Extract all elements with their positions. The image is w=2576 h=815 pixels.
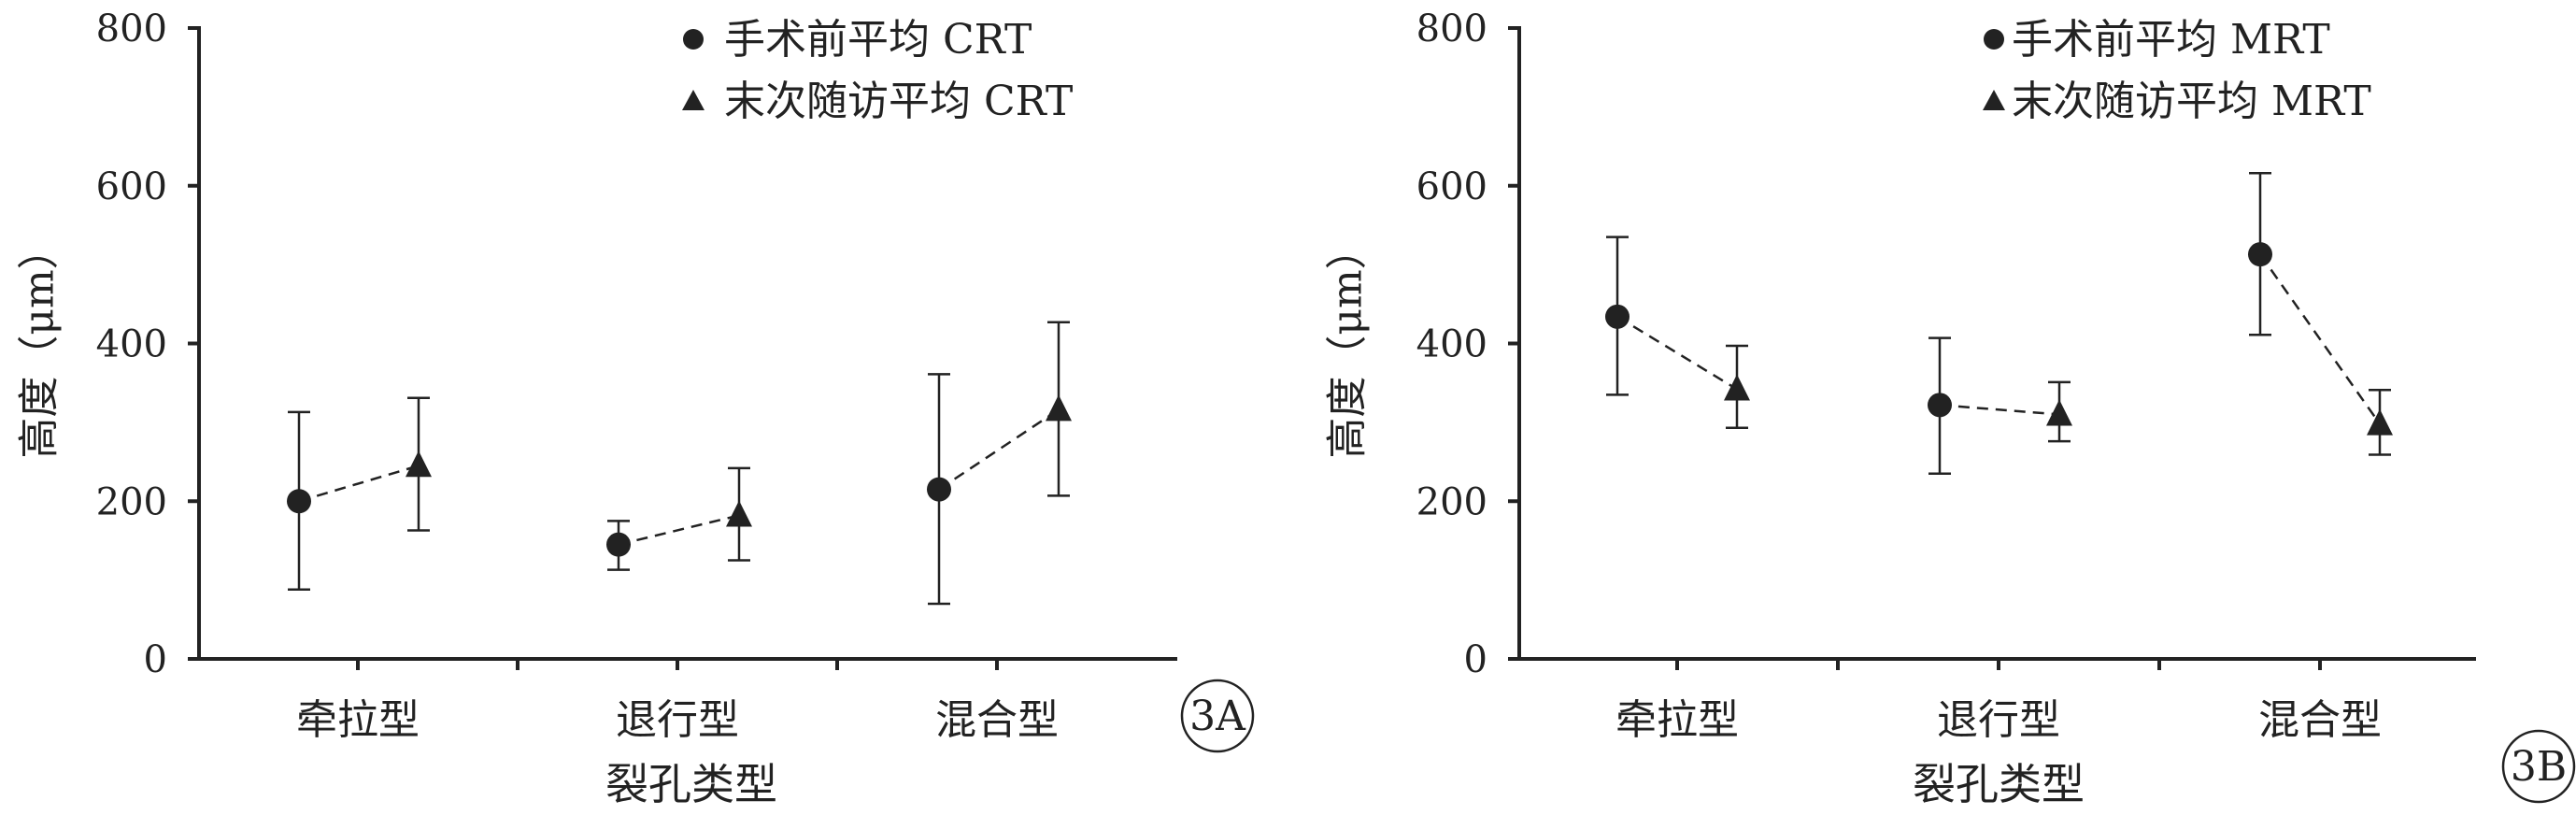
p2-connector-0 — [1616, 315, 1738, 391]
p2-connector-1 — [1939, 404, 2060, 416]
p2-connector-2 — [2258, 253, 2382, 425]
p2-point-triangle-0 — [1724, 374, 1750, 401]
p1-category-label-2: 混合型 — [935, 696, 1059, 744]
p2-legend-label-0: 手术前平均 MRT — [2012, 16, 2330, 64]
p1-point-circle-2 — [927, 477, 951, 502]
p2-point-triangle-2 — [2367, 408, 2393, 436]
p2-y-tick-label-400: 400 — [1416, 323, 1487, 366]
p1-legend-marker-circle — [683, 29, 704, 50]
p1-legend-marker-triangle — [682, 90, 704, 110]
p2-legend-marker-circle — [1984, 29, 2004, 50]
p1-y-tick-label-400: 400 — [96, 323, 167, 366]
p1-y-tick-label-0: 0 — [144, 638, 167, 681]
p1-x-axis-label: 裂孔类型 — [605, 759, 777, 809]
p2-category-label-0: 牵拉型 — [1615, 696, 1739, 744]
p1-point-triangle-0 — [406, 450, 432, 478]
p2-y-tick-label-200: 200 — [1416, 480, 1487, 523]
p1-panel-label: 3A — [1189, 693, 1246, 740]
p2-point-circle-1 — [1928, 393, 1952, 418]
p1-y-tick-label-600: 600 — [96, 165, 167, 208]
p1-category-label-1: 退行型 — [616, 696, 739, 744]
p2-category-label-2: 混合型 — [2258, 696, 2382, 744]
p1-point-circle-0 — [287, 489, 311, 514]
p2-panel-label: 3B — [2511, 743, 2567, 791]
p2-point-circle-0 — [1605, 304, 1630, 329]
p2-y-tick-label-0: 0 — [1464, 638, 1487, 681]
p1-point-triangle-2 — [1046, 394, 1072, 422]
p1-panel-label-circle — [1180, 679, 1255, 753]
p2-category-label-1: 退行型 — [1937, 696, 2060, 744]
p2-legend-marker-triangle — [1983, 90, 2005, 110]
p2-y-tick-label-600: 600 — [1416, 165, 1487, 208]
p1-y-tick-label-800: 800 — [96, 7, 167, 50]
p1-point-triangle-1 — [726, 500, 752, 527]
p1-point-circle-1 — [606, 532, 631, 557]
p1-legend-label-1: 末次随访平均 CRT — [724, 78, 1073, 125]
p1-y-tick-label-200: 200 — [96, 480, 167, 523]
p2-x-axis-label: 裂孔类型 — [1913, 759, 2085, 809]
p1-connector-2 — [938, 408, 1060, 491]
p2-point-circle-2 — [2248, 242, 2272, 267]
p1-category-label-0: 牵拉型 — [296, 696, 420, 744]
p1-connector-0 — [298, 465, 420, 503]
p2-legend-label-1: 末次随访平均 MRT — [2012, 78, 2371, 125]
p2-panel-label-circle — [2501, 729, 2576, 804]
p1-y-axis-label: 高度（μm） — [16, 228, 64, 458]
p2-y-axis-label: 高度（μm） — [1324, 228, 1372, 458]
p2-point-triangle-1 — [2046, 399, 2072, 426]
p1-connector-1 — [618, 514, 740, 546]
p1-legend-label-0: 手术前平均 CRT — [724, 16, 1032, 64]
p2-y-tick-label-800: 800 — [1416, 7, 1487, 50]
